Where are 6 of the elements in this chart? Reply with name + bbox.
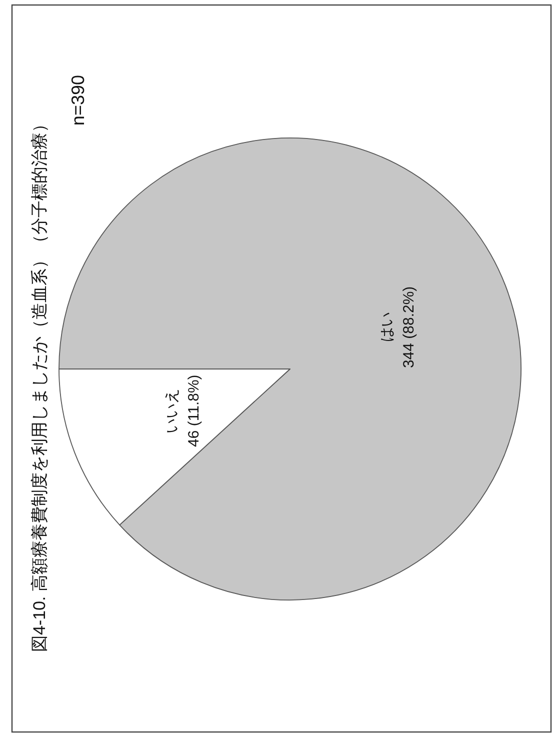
data-label: 46 (11.8%) [185, 374, 202, 447]
data-label: 344 (88.2%) [400, 286, 418, 368]
slice-label: いいえ [163, 388, 180, 434]
text: 図4-10. 高額療養費制度を利用しましたか（造血系）（分子標的治療） [30, 116, 49, 652]
slice-label: はい [378, 312, 396, 342]
text: n=390 [68, 75, 88, 126]
